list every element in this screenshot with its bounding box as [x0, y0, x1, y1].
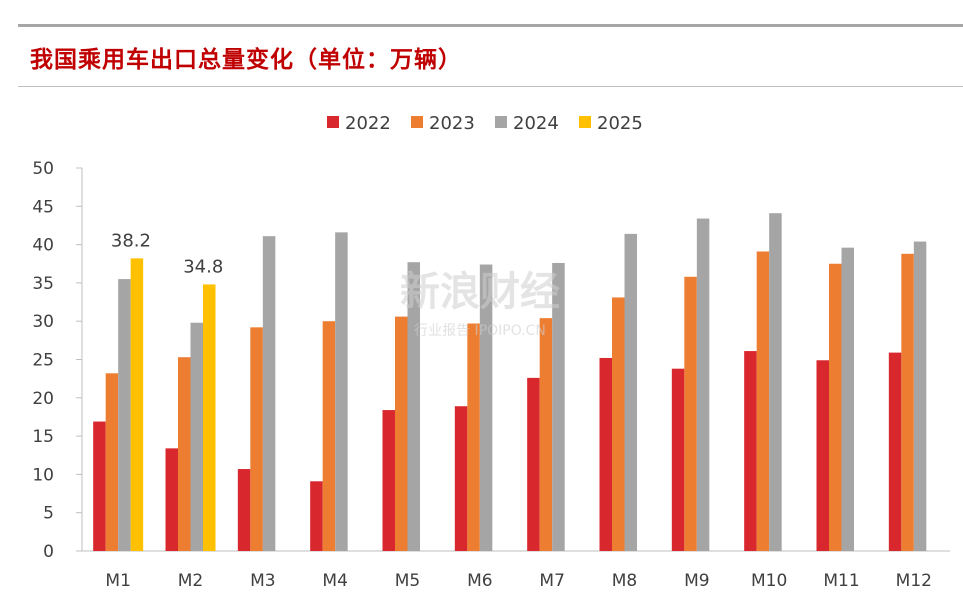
bar-2022-m2 [165, 448, 178, 551]
watermark-sub: 行业报告 IPOIPO.CN [414, 323, 546, 339]
bar-2024-m7 [552, 262, 565, 551]
bar-2022-m7 [527, 377, 540, 551]
chart-title: 我国乘用车出口总量变化（单位：万辆） [30, 46, 462, 73]
y-tick-label: 40 [32, 236, 54, 256]
x-tick-label: M3 [250, 571, 275, 591]
y-tick-label: 45 [32, 197, 54, 217]
y-tick-label: 25 [32, 351, 54, 371]
bar-2024-m12 [913, 241, 927, 552]
legend-label: 2025 [597, 113, 643, 134]
bar-2023-m12 [901, 253, 914, 552]
y-tick-label: 15 [32, 427, 54, 447]
bar-2023-m1 [105, 373, 119, 551]
bar-2024-m5 [407, 262, 420, 551]
bar-2023-m4 [322, 321, 336, 551]
y-tick-label: 10 [32, 465, 54, 485]
x-tick-label: M5 [395, 571, 420, 591]
bar-2022-m1 [93, 421, 106, 551]
bar-2023-m10 [756, 251, 770, 552]
bar-2022-m8 [599, 357, 612, 551]
data-labels: 38.2 34.8 [111, 230, 223, 277]
bar-2023-m9 [684, 276, 697, 551]
bars [93, 213, 927, 552]
x-tick-label: M12 [896, 571, 932, 591]
bar-2023-m2 [178, 357, 191, 551]
y-tick-label: 0 [43, 542, 54, 562]
bar-2023-m6 [467, 323, 480, 551]
y-tick-label: 30 [32, 312, 54, 332]
x-tick-label: M10 [751, 571, 787, 591]
legend-swatch-2023 [411, 116, 423, 128]
bar-2022-m11 [816, 360, 829, 551]
bar-2023-m8 [612, 297, 625, 551]
bar-2024-m1 [118, 279, 131, 551]
bar-2023-m3 [250, 327, 263, 551]
bar-2024-m2 [190, 322, 203, 551]
bar-2023-m7 [539, 318, 553, 551]
y-tick-label: 50 [32, 159, 54, 179]
legend-label: 2022 [345, 113, 391, 134]
watermark-main: 新浪财经 [400, 269, 560, 315]
watermark: 新浪财经 行业报告 IPOIPO.CN [400, 269, 560, 339]
x-tick-label: M9 [684, 571, 709, 591]
x-tick-label: M4 [322, 571, 347, 591]
bar-2022-m5 [382, 410, 395, 551]
legend-swatch-2025 [579, 116, 591, 128]
x-tick-label: M2 [178, 571, 203, 591]
bar-2024-m3 [262, 236, 276, 552]
bar-2022-m12 [888, 352, 902, 551]
bar-2024-m11 [841, 247, 854, 551]
bar-2024-m10 [769, 213, 782, 551]
bar-2022-m4 [310, 481, 323, 551]
legend-swatch-2024 [495, 116, 507, 128]
data-label: 38.2 [111, 230, 151, 251]
bar-2023-m11 [829, 263, 842, 551]
bar-2024-m9 [696, 218, 710, 551]
bar-2024-m6 [479, 264, 493, 551]
bar-2024-m8 [624, 233, 637, 551]
x-tick-label: M11 [823, 571, 859, 591]
legend-label: 2023 [429, 113, 475, 134]
legend-label: 2024 [513, 113, 559, 134]
bar-2022-m10 [744, 351, 757, 551]
title-rule [18, 86, 963, 87]
bar-2022-m6 [454, 406, 468, 551]
y-tick-label: 5 [43, 504, 54, 524]
y-tick-label: 35 [32, 274, 54, 294]
x-tick-label: M8 [612, 571, 637, 591]
bar-2025-m1 [130, 258, 144, 551]
x-tick-label: M1 [105, 571, 130, 591]
bar-2024-m4 [335, 232, 348, 551]
top-rule [18, 24, 963, 27]
bar-2022-m9 [671, 368, 685, 551]
bar-2022-m3 [237, 469, 251, 551]
data-label: 34.8 [183, 256, 223, 277]
bar-2025-m2 [203, 284, 216, 551]
bar-2023-m5 [395, 316, 408, 551]
axes: 0 5 10 15 20 25 30 35 40 45 50 M1 M2 M3 M4 M5 M6 M7 M8 M9 M1… [32, 159, 950, 591]
x-tick-label: M6 [467, 571, 492, 591]
legend: 2022 2023 2024 2025 [327, 113, 643, 134]
legend-swatch-2022 [327, 116, 339, 128]
x-tick-label: M7 [539, 571, 564, 591]
y-tick-label: 20 [32, 389, 54, 409]
